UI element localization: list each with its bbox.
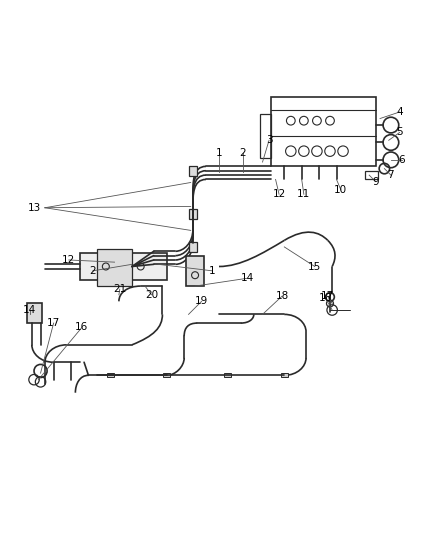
Text: 4: 4	[396, 107, 403, 117]
Text: 16: 16	[319, 293, 332, 303]
Bar	[186, 256, 204, 286]
Text: 16: 16	[75, 322, 88, 333]
Text: 20: 20	[145, 290, 158, 300]
Text: 14: 14	[240, 273, 254, 283]
Bar	[224, 373, 231, 377]
Bar	[80, 254, 167, 279]
Text: 7: 7	[388, 170, 394, 180]
Text: 17: 17	[47, 318, 60, 328]
Text: 5: 5	[396, 127, 403, 138]
Text: 10: 10	[334, 185, 347, 195]
Text: 21: 21	[113, 284, 127, 294]
Bar	[163, 373, 170, 377]
Text: 12: 12	[62, 255, 75, 265]
Text: 2: 2	[89, 266, 96, 276]
Text: 14: 14	[23, 305, 36, 315]
Bar	[271, 97, 376, 166]
Text: 18: 18	[276, 291, 289, 301]
Bar	[188, 209, 197, 220]
Text: 19: 19	[195, 296, 208, 306]
Text: 15: 15	[308, 262, 321, 271]
Bar	[27, 303, 42, 323]
Text: 2: 2	[240, 148, 246, 158]
Text: 1: 1	[215, 148, 223, 158]
Text: 13: 13	[28, 203, 41, 213]
Bar	[188, 166, 197, 176]
Text: 3: 3	[266, 135, 272, 146]
Bar	[107, 373, 114, 377]
Bar	[97, 249, 132, 286]
Text: 12: 12	[272, 189, 286, 199]
Bar	[365, 171, 378, 180]
Text: 17: 17	[321, 291, 335, 301]
Bar	[260, 114, 271, 158]
Bar	[188, 241, 197, 252]
Text: 9: 9	[372, 176, 379, 187]
Bar	[281, 373, 288, 377]
Text: 1: 1	[209, 266, 216, 276]
Text: 6: 6	[399, 155, 405, 165]
Text: 11: 11	[297, 189, 311, 199]
